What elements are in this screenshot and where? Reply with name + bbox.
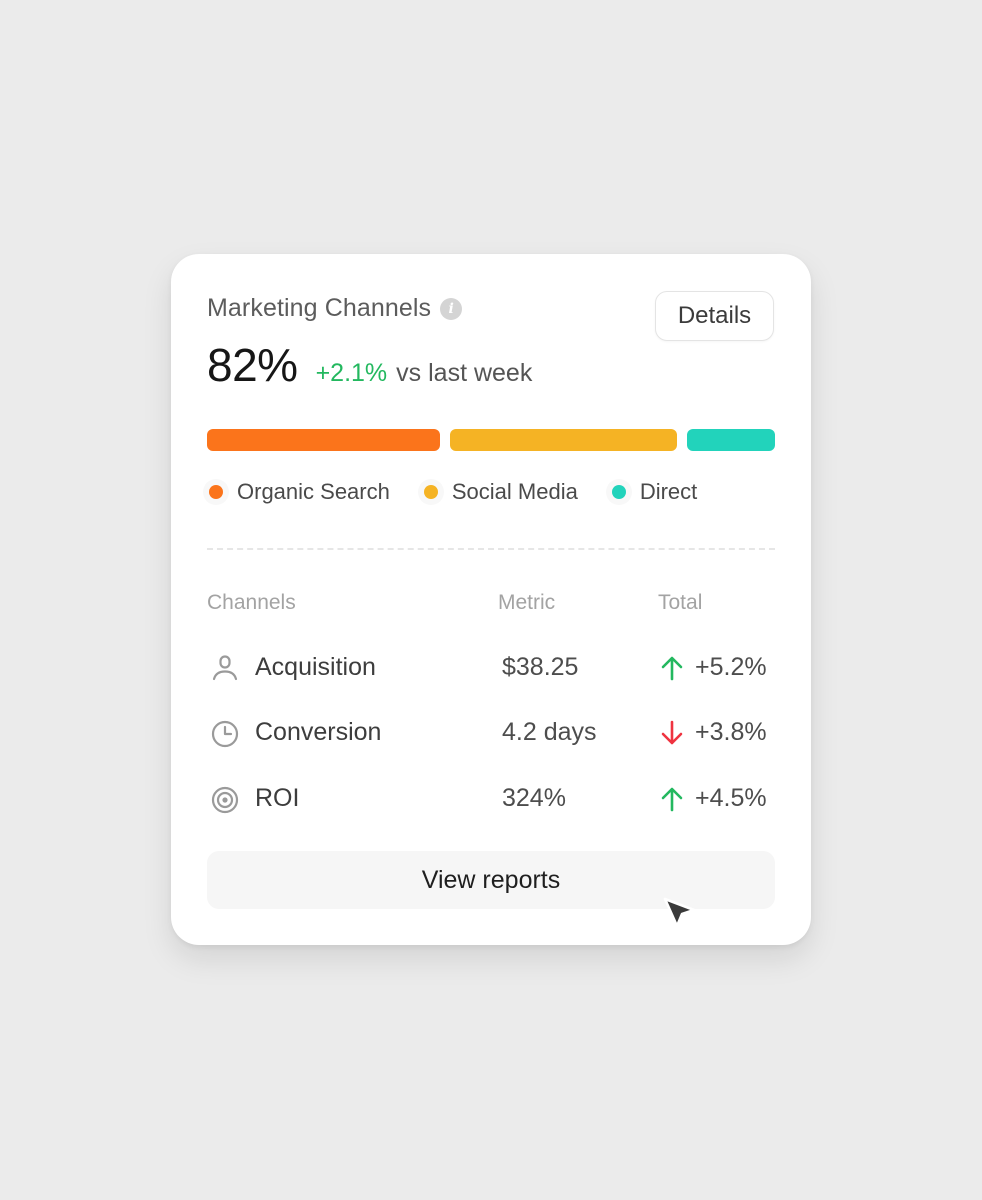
summary-value-row: 82% +2.1% vs last week [207, 338, 532, 392]
clock-icon [211, 720, 239, 748]
legend-dot [209, 485, 223, 499]
card-title: Marketing Channels [207, 294, 432, 322]
arrow-up-icon [661, 656, 683, 681]
row-name: Conversion [255, 718, 382, 746]
user-icon [212, 655, 238, 681]
table-row[interactable]: ROI 324% +4.5% [207, 777, 775, 817]
info-icon[interactable]: i [440, 297, 463, 320]
row-metric: 4.2 days [502, 718, 597, 746]
legend-label: Social Media [451, 479, 578, 504]
section-divider [207, 548, 775, 550]
details-button[interactable]: Details [655, 291, 774, 341]
row-name: ROI [255, 784, 300, 812]
legend-item-direct: Direct [605, 479, 698, 505]
card-header: Marketing Channels i [207, 294, 463, 323]
column-header-total: Total [658, 591, 703, 614]
table-row[interactable]: Conversion 4.2 days +3.8% [207, 711, 775, 751]
channel-legend: Organic Search Social Media Direct [203, 479, 729, 505]
row-total: +5.2% [695, 653, 767, 681]
bar-segment-social-media [449, 429, 677, 451]
target-icon [211, 786, 239, 814]
arrow-down-icon [661, 720, 683, 745]
column-header-metric: Metric [498, 591, 556, 614]
summary-value: 82% [207, 339, 298, 391]
view-reports-button[interactable]: View reports [207, 851, 775, 909]
legend-item-organic-search: Organic Search [203, 479, 390, 505]
legend-item-social-media: Social Media [417, 479, 578, 505]
mouse-cursor-icon [663, 897, 696, 928]
row-total: +3.8% [695, 718, 767, 746]
marketing-channels-card: Marketing Channels i Details 82% +2.1% v… [171, 254, 811, 945]
summary-delta: +2.1% [315, 359, 388, 387]
row-metric: $38.25 [502, 653, 579, 681]
channel-share-bar [207, 429, 775, 451]
column-header-channels: Channels [207, 591, 296, 614]
legend-dot [611, 485, 626, 499]
table-row[interactable]: Acquisition $38.25 +5.2% [207, 646, 775, 686]
summary-delta-suffix: vs last week [396, 359, 533, 387]
arrow-up-icon [661, 787, 683, 812]
legend-dot [423, 485, 438, 499]
legend-label: Organic Search [237, 479, 390, 504]
row-name: Acquisition [255, 653, 376, 681]
legend-label: Direct [639, 479, 698, 504]
bar-segment-direct [686, 429, 775, 451]
row-metric: 324% [502, 784, 566, 812]
row-total: +4.5% [695, 784, 767, 812]
bar-segment-organic-search [207, 429, 440, 451]
